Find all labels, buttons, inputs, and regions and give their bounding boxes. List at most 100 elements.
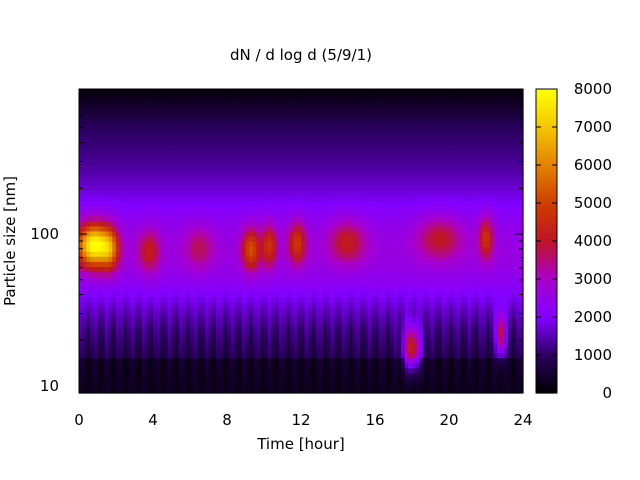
heatmap-cell <box>241 332 247 338</box>
heatmap-cell <box>301 246 306 252</box>
heatmap-cell <box>363 291 369 298</box>
heatmap-cell <box>382 185 387 191</box>
heatmap-cell <box>382 144 387 151</box>
heatmap-cell <box>119 251 124 257</box>
heatmap-cell <box>241 109 247 115</box>
heatmap-cell <box>167 200 173 207</box>
heatmap-cell <box>278 347 284 354</box>
heatmap-cell <box>197 185 202 191</box>
heatmap-cell <box>223 327 228 333</box>
heatmap-cell <box>160 377 165 384</box>
heatmap-cell <box>323 367 328 374</box>
heatmap-cell <box>127 317 132 323</box>
heatmap-cell <box>334 230 339 237</box>
heatmap-cell <box>289 159 295 166</box>
heatmap-cell <box>127 149 132 156</box>
heatmap-cell <box>190 175 195 181</box>
heatmap-cell <box>341 215 346 222</box>
heatmap-cell <box>378 104 383 110</box>
heatmap-cell <box>297 306 302 313</box>
heatmap-cell <box>108 266 113 272</box>
heatmap-cell <box>293 104 298 110</box>
heatmap-cell <box>108 129 113 136</box>
heatmap-cell <box>315 149 321 156</box>
heatmap-cell <box>256 311 261 318</box>
heatmap-cell <box>363 119 369 126</box>
heatmap-cell <box>301 306 306 313</box>
heatmap-cell <box>319 144 324 151</box>
heatmap-cell <box>219 311 224 318</box>
heatmap-cell <box>252 281 258 288</box>
heatmap-cell <box>101 149 106 156</box>
heatmap-cell <box>286 266 291 272</box>
heatmap-cell <box>178 347 184 354</box>
heatmap-cell <box>349 190 354 196</box>
heatmap-cell <box>363 246 369 252</box>
heatmap-cell <box>227 144 232 151</box>
heatmap-cell <box>82 266 87 272</box>
heatmap-cell <box>227 352 232 359</box>
heatmap-cell <box>345 200 350 207</box>
heatmap-cell <box>215 89 221 95</box>
heatmap-cell <box>82 149 87 156</box>
heatmap-cell <box>256 185 261 191</box>
heatmap-cell <box>82 296 87 303</box>
heatmap-cell <box>215 175 221 181</box>
heatmap-cell <box>297 124 302 131</box>
heatmap-cell <box>112 175 117 181</box>
heatmap-cell <box>241 301 247 308</box>
heatmap-cell <box>219 377 224 384</box>
heatmap-cell <box>326 205 332 212</box>
heatmap-cell <box>334 387 339 394</box>
heatmap-cell <box>130 220 136 227</box>
heatmap-cell <box>193 347 198 354</box>
heatmap-cell <box>301 377 306 384</box>
heatmap-cell <box>363 165 369 171</box>
heatmap-cell <box>186 170 191 176</box>
heatmap-cell <box>182 215 187 222</box>
heatmap-cell <box>238 200 243 207</box>
heatmap-cell <box>297 99 302 105</box>
heatmap-cell <box>167 301 173 308</box>
heatmap-cell <box>256 276 261 283</box>
heatmap-cell <box>138 387 143 394</box>
heatmap-cell <box>79 190 84 196</box>
heatmap-cell <box>197 89 202 95</box>
heatmap-cell <box>330 185 335 191</box>
heatmap-cell <box>241 159 247 166</box>
heatmap-cell <box>145 261 150 267</box>
heatmap-cell <box>215 317 221 323</box>
heatmap-cell <box>145 337 150 343</box>
heatmap-cell <box>104 235 110 242</box>
heatmap-cell <box>134 149 139 156</box>
heatmap-cell <box>308 235 313 242</box>
heatmap-cell <box>212 291 217 298</box>
heatmap-cell <box>93 276 99 283</box>
heatmap-cell <box>134 251 139 257</box>
heatmap-cell <box>164 337 169 343</box>
heatmap-cell <box>363 185 369 191</box>
heatmap-cell <box>208 109 213 115</box>
heatmap-cell <box>82 89 87 95</box>
heatmap-cell <box>267 185 272 191</box>
heatmap-cell <box>360 185 365 191</box>
heatmap-cell <box>375 99 380 105</box>
heatmap-cell <box>345 104 350 110</box>
heatmap-cell <box>234 144 239 151</box>
heatmap-cell <box>256 190 261 196</box>
heatmap-cell <box>319 372 324 379</box>
heatmap-cell <box>215 119 221 126</box>
heatmap-cell <box>145 235 150 242</box>
heatmap-cell <box>230 337 235 343</box>
heatmap-cell <box>378 185 383 191</box>
heatmap-cell <box>130 185 136 191</box>
heatmap-cell <box>319 256 324 262</box>
heatmap-cell <box>160 241 165 247</box>
heatmap-cell <box>241 180 247 186</box>
heatmap-cell <box>123 190 128 196</box>
heatmap-cell <box>293 377 298 384</box>
heatmap-cell <box>208 230 213 237</box>
heatmap-cell <box>271 124 276 131</box>
heatmap-cell <box>104 347 110 354</box>
heatmap-cell <box>90 94 95 100</box>
